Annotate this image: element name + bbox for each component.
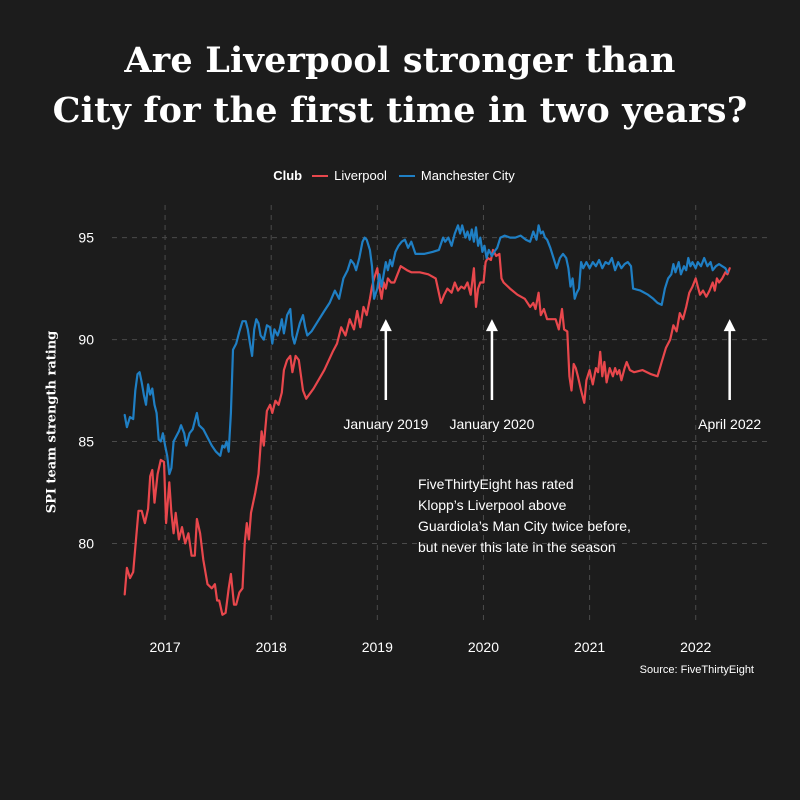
series-lines	[123, 224, 731, 616]
title-line-2: City for the first time in two years?	[52, 90, 748, 131]
legend-swatch-liverpool	[312, 174, 329, 177]
series-line-liverpool	[123, 248, 731, 616]
annotation-label-january-2019: January 2019	[343, 416, 428, 432]
x-tick-label-2021: 2021	[574, 639, 605, 655]
y-tick-label-95: 95	[78, 230, 94, 246]
arrow-head-april-2022	[723, 319, 736, 332]
y-tick-label-90: 90	[78, 332, 94, 348]
y-tick-labels: 80 85 90 95	[78, 230, 94, 552]
legend-item-liverpool: Liverpool	[312, 168, 387, 183]
title-line-1: Are Liverpool stronger than	[124, 40, 676, 81]
legend: Club Liverpool Manchester City	[0, 168, 800, 183]
legend-label-liverpool: Liverpool	[334, 168, 387, 183]
source-note: Source: FiveThirtyEight	[639, 664, 754, 676]
x-tick-label-2019: 2019	[362, 639, 393, 655]
y-tick-label-80: 80	[78, 535, 94, 551]
grid-lines	[112, 205, 770, 625]
x-tick-label-2020: 2020	[468, 639, 499, 655]
annotation-note: FiveThirtyEight has rated Klopp’s Liverp…	[418, 476, 631, 555]
arrow-head-january-2020	[485, 319, 498, 332]
annotation-label-april-2022: April 2022	[698, 416, 761, 432]
y-tick-label-85: 85	[78, 434, 94, 450]
legend-label-manchester-city: Manchester City	[420, 168, 515, 183]
chart-title: Are Liverpool stronger than City for the…	[0, 36, 800, 136]
x-tick-label-2022: 2022	[680, 639, 711, 655]
series-line-manchester-city	[123, 224, 729, 476]
annotation-label-january-2020: January 2020	[450, 416, 535, 432]
legend-title: Club	[273, 168, 303, 183]
x-tick-label-2017: 2017	[149, 639, 180, 655]
arrow-head-january-2019	[379, 319, 392, 332]
legend-item-manchester-city: Manchester City	[398, 168, 515, 183]
x-tick-label-2018: 2018	[256, 639, 287, 655]
x-tick-labels: 2017 2018 2019 2020 2021 2022	[149, 639, 711, 655]
legend-swatch-manchester-city	[398, 174, 415, 177]
annotation-arrows: January 2019 January 2020 April 2022	[343, 319, 761, 432]
